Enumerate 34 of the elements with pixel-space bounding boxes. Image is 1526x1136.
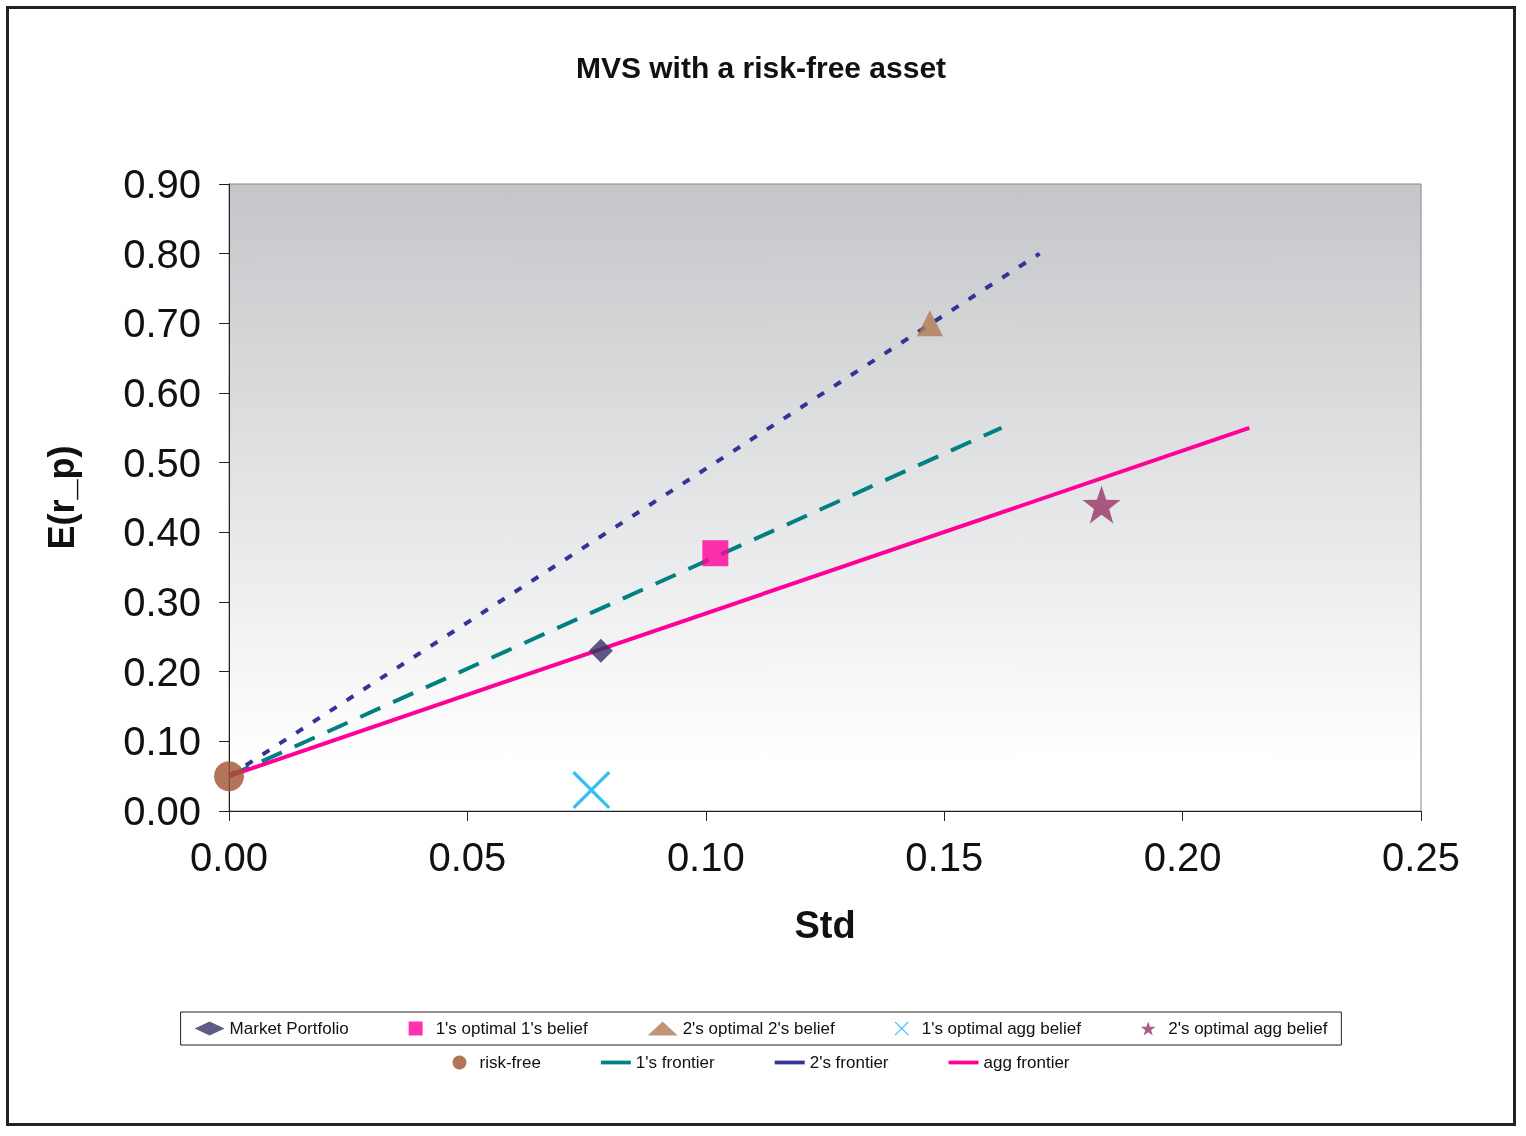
x-tick-label: 0.20 [1143, 835, 1222, 879]
point [916, 310, 943, 337]
x-tick-label: 0.10 [666, 835, 745, 879]
x-tick-label: 0.05 [428, 835, 507, 879]
legend-label: 2's optimal 2's belief [682, 1019, 835, 1038]
x-tick-label: 0.00 [190, 835, 268, 879]
legend-label: 2's optimal agg belief [1168, 1019, 1328, 1038]
y-tick-label: 0.60 [123, 371, 201, 415]
chart-title: MVS with a risk-free asset [575, 50, 947, 84]
y-tick-label: 0.40 [123, 510, 201, 555]
point [1082, 485, 1121, 524]
y-tick-label: 0.80 [123, 231, 201, 276]
legend-label: 1's optimal agg belief [921, 1019, 1082, 1038]
y-tick-label: 0.50 [123, 440, 201, 485]
legend-label: risk-free [479, 1053, 541, 1072]
x-tick-label: 0.25 [1382, 835, 1460, 879]
y-tick-label: 0.90 [123, 162, 201, 206]
y-tick-label: 0.70 [123, 301, 201, 346]
point [572, 771, 611, 810]
y-axis-title: E(r_p) [40, 445, 82, 550]
y-tick-label: 0.20 [123, 649, 201, 694]
x-tick-label: 0.15 [905, 835, 984, 879]
y-tick-label: 0.00 [123, 789, 201, 833]
x-axis-title: Std [794, 904, 856, 946]
legend-label: 1's optimal 1's belief [435, 1019, 588, 1038]
legend-label: 1's frontier [635, 1053, 716, 1072]
y-tick-label: 0.30 [123, 580, 201, 624]
legend-label: Market Portfolio [229, 1019, 349, 1038]
legend-label: agg frontier [983, 1053, 1070, 1072]
legend-label: 2's frontier [809, 1053, 889, 1072]
point [702, 540, 729, 567]
point [214, 761, 244, 792]
point [588, 638, 613, 663]
y-tick-label: 0.10 [123, 719, 201, 764]
